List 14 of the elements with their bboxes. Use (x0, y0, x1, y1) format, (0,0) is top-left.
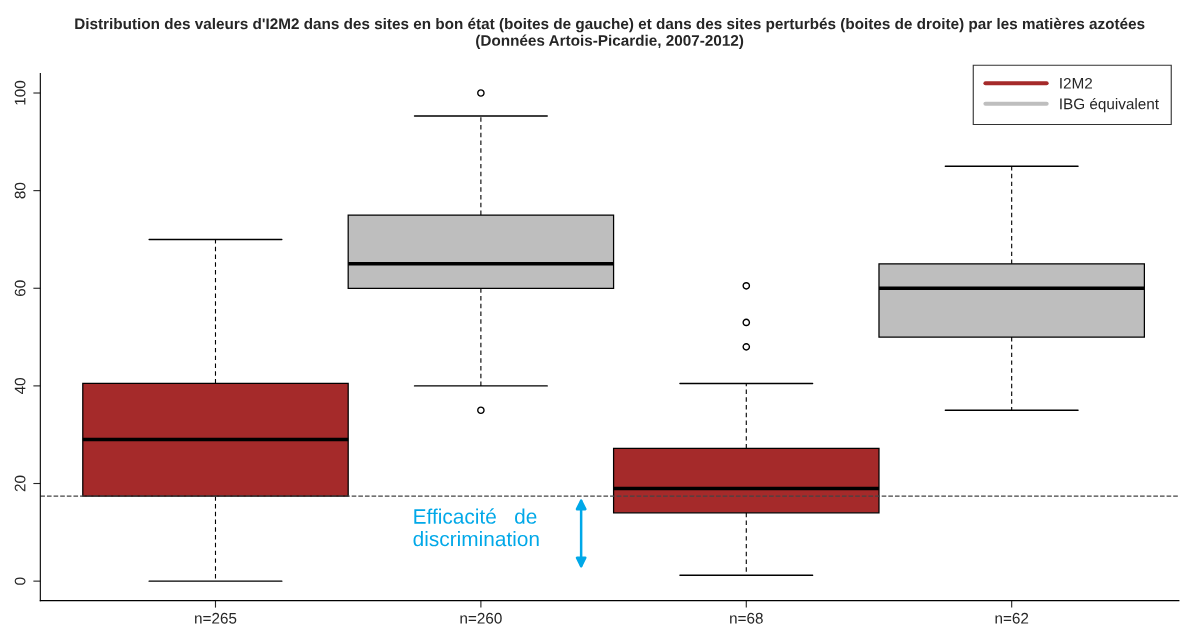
x-tick-label: n=260 (460, 612, 502, 624)
legend-label: I2M2 (1060, 77, 1093, 89)
annotation: Efficacité de discrimination (413, 508, 539, 547)
y-tick-label: 40 (14, 377, 26, 395)
x-tick-label: n=62 (995, 612, 1029, 624)
legend-label: IBG équivalent (1060, 97, 1159, 113)
x-tick-label: n=265 (195, 612, 237, 624)
y-tick-label: 0 (14, 577, 26, 585)
y-tick-label: 20 (14, 475, 26, 492)
y-tick-label: 60 (14, 280, 26, 296)
x-tick-label: n=68 (730, 612, 763, 624)
chart-title: Distribution des valeurs d'I2M2 dans des sites en bon état (boites de gauche) et dans des sites perturbés (boites de droite) par les matières azotées (Données Artois-Picardie, 2007-2012) (75, 17, 1145, 49)
y-tick-label: 80 (14, 182, 26, 199)
y-tick-label: 100 (14, 80, 26, 105)
